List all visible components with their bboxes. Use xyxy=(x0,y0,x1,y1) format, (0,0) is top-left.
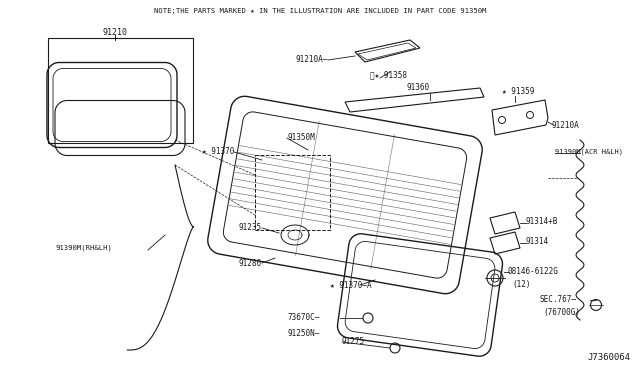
Bar xyxy=(255,155,330,230)
Text: 91390M(ACR H&LH): 91390M(ACR H&LH) xyxy=(555,149,623,155)
Text: NOTE;THE PARTS MARKED ★ IN THE ILLUSTRATION ARE INCLUDED IN PART CODE 91350M: NOTE;THE PARTS MARKED ★ IN THE ILLUSTRAT… xyxy=(154,8,486,14)
Text: ★ 91370: ★ 91370 xyxy=(202,148,234,157)
Text: 91280: 91280 xyxy=(239,259,262,267)
Text: ★ 91359: ★ 91359 xyxy=(502,87,534,96)
Text: 91314: 91314 xyxy=(525,237,548,247)
Text: (12): (12) xyxy=(512,279,531,289)
Text: 91390M(RH&LH): 91390M(RH&LH) xyxy=(55,245,112,251)
Text: SEC.767—: SEC.767— xyxy=(540,295,577,305)
Text: 91235: 91235 xyxy=(239,224,262,232)
Text: 91210A: 91210A xyxy=(552,121,580,129)
Text: (76700G): (76700G) xyxy=(543,308,580,317)
Text: 91350M: 91350M xyxy=(287,134,315,142)
Text: ★ 91370—A: ★ 91370—A xyxy=(330,280,372,289)
Text: 91360: 91360 xyxy=(406,83,429,92)
Text: 73670C—: 73670C— xyxy=(288,314,321,323)
Bar xyxy=(48,38,193,143)
Text: 91250N—: 91250N— xyxy=(288,330,321,339)
Text: ​★ 91358: ​★ 91358 xyxy=(370,71,407,80)
Text: J7360064: J7360064 xyxy=(587,353,630,362)
Text: 91314+B: 91314+B xyxy=(525,218,557,227)
Text: 08146-6122G: 08146-6122G xyxy=(508,267,559,276)
Text: 91210: 91210 xyxy=(102,28,127,37)
Text: 91210A—: 91210A— xyxy=(296,55,328,64)
Text: 91275: 91275 xyxy=(342,337,365,346)
